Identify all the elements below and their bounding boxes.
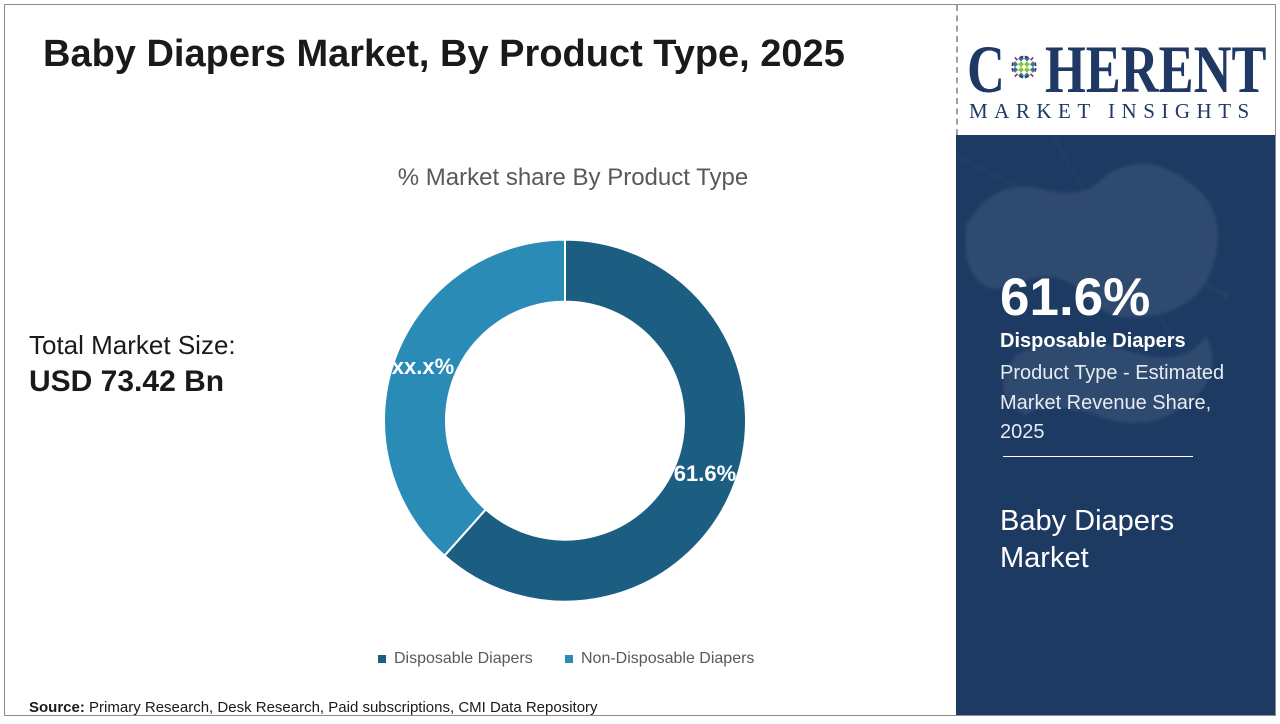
svg-text:xx.x%: xx.x%: [392, 354, 454, 379]
svg-text:61.6%: 61.6%: [674, 461, 736, 486]
